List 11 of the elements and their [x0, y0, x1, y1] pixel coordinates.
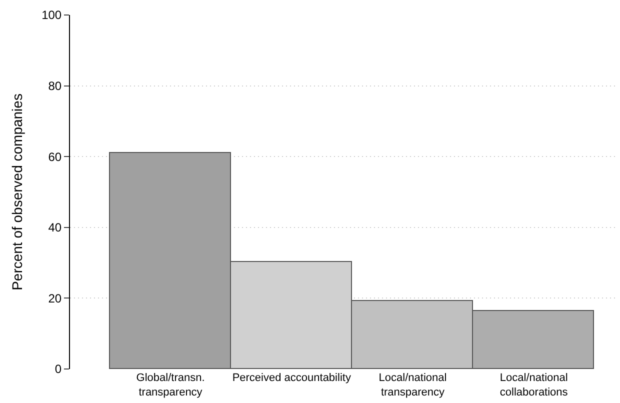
y-tick-label: 80	[48, 79, 62, 93]
y-tick-label: 100	[42, 8, 62, 22]
y-tick-label: 20	[48, 291, 62, 306]
x-tick-label: Local/national transparency	[378, 372, 447, 398]
y-tick-label: 0	[54, 362, 62, 376]
x-tick-label: Global/transn. transparency	[136, 372, 205, 398]
y-tick-label: 60	[48, 150, 62, 164]
y-tick-label: 40	[48, 220, 62, 235]
y-axis-title: Percent of observed companies	[9, 94, 26, 290]
x-tick-label: Perceived accountability	[232, 372, 352, 384]
x-tick-label: Local/national collaborations	[500, 372, 568, 398]
